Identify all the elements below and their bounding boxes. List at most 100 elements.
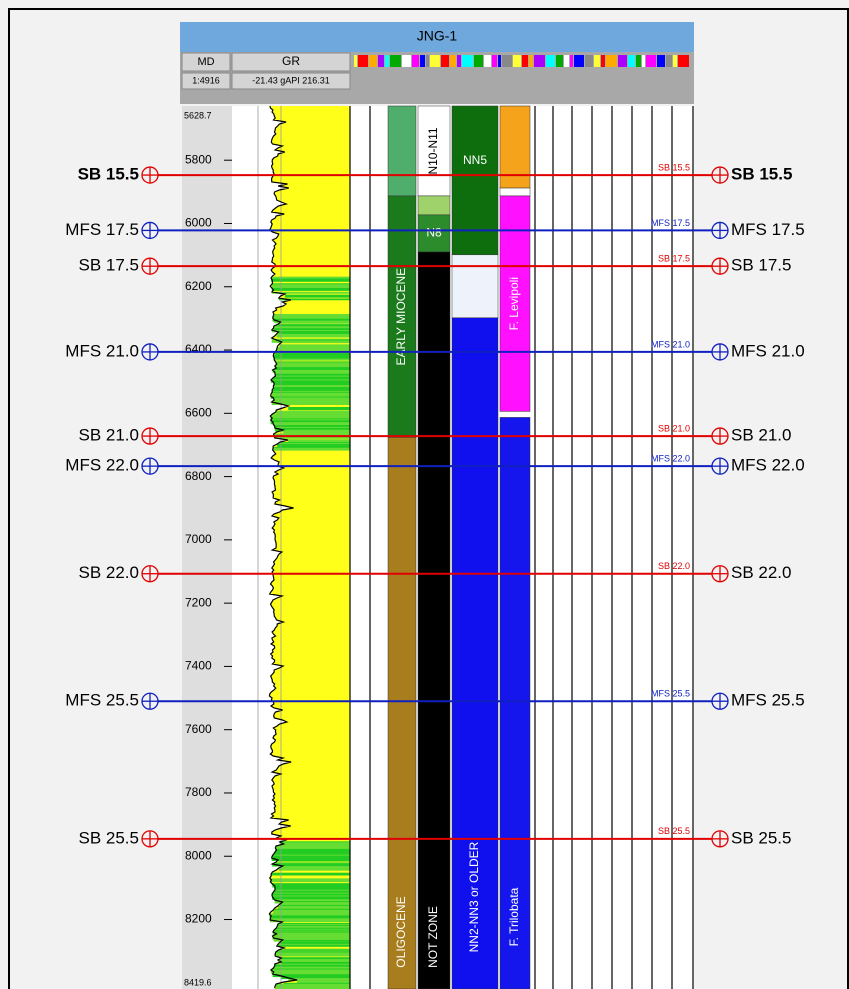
depth-top-label: 5628.7 bbox=[184, 110, 212, 120]
gr-shale-fill bbox=[275, 352, 350, 356]
gr-shale-fill bbox=[272, 863, 350, 867]
gr-shale-fill bbox=[275, 954, 350, 957]
depth-tick-label: 6200 bbox=[185, 279, 212, 293]
gr-shale-fill bbox=[297, 980, 350, 985]
gr-shale-fill bbox=[271, 880, 350, 883]
gr-shale-fill bbox=[273, 433, 350, 437]
zone bbox=[451, 254, 499, 319]
depth-tick-label: 8200 bbox=[185, 912, 212, 926]
gr-shale-fill bbox=[272, 284, 350, 289]
gr-shale-fill bbox=[275, 374, 350, 377]
legend-swatch bbox=[546, 55, 555, 67]
zone bbox=[499, 187, 531, 197]
legend-swatch bbox=[585, 55, 593, 67]
gr-shale-fill bbox=[276, 984, 350, 989]
gr-shale-fill bbox=[273, 313, 350, 318]
gr-shale-fill bbox=[270, 416, 350, 419]
marker-label-right: MFS 22.0 bbox=[731, 456, 805, 475]
gr-shale-fill bbox=[272, 422, 350, 426]
depth-axis: 5628.7 8419.6 5800 6000 6200 6400 6600 6800 7000… bbox=[184, 110, 232, 987]
gr-shale-fill bbox=[271, 278, 350, 282]
gr-shale-fill bbox=[272, 884, 350, 888]
gr-shale-fill bbox=[275, 851, 350, 856]
marker-label-right: SB 25.5 bbox=[731, 828, 792, 847]
legend-swatch bbox=[657, 55, 665, 67]
gr-shale-fill bbox=[269, 913, 350, 918]
gr-shale-fill bbox=[272, 973, 350, 976]
marker-label-track: SB 15.5 bbox=[658, 162, 690, 172]
gr-track bbox=[257, 105, 350, 989]
gr-shale-fill bbox=[273, 355, 350, 359]
zone-label: F. Trilobata bbox=[507, 887, 521, 946]
legend-swatch bbox=[502, 55, 512, 67]
legend-swatch bbox=[606, 55, 617, 67]
marker-label-track: MFS 17.5 bbox=[651, 218, 690, 228]
gr-shale-fill bbox=[275, 887, 350, 892]
track-lines bbox=[349, 106, 694, 989]
marker-label-left: MFS 25.5 bbox=[65, 691, 139, 710]
depth-tick-label: 6800 bbox=[185, 469, 212, 483]
gr-shale-fill bbox=[279, 344, 350, 348]
marker-label-track: MFS 25.5 bbox=[651, 689, 690, 699]
gr-shale-fill bbox=[274, 908, 350, 911]
zone-label: NN5 bbox=[463, 153, 487, 167]
legend-swatch bbox=[354, 55, 357, 67]
zone-label: F. Levipoli bbox=[507, 277, 521, 330]
legend-swatch bbox=[390, 55, 401, 67]
legend-swatch bbox=[618, 55, 627, 67]
legend-swatch bbox=[574, 55, 584, 67]
depth-tick-label: 7200 bbox=[185, 595, 212, 609]
gr-shale-fill bbox=[275, 361, 350, 364]
scale-label: 1:4916 bbox=[192, 75, 220, 85]
gr-shale-fill bbox=[271, 873, 350, 876]
gr-shale-fill bbox=[278, 867, 350, 871]
marker-label-left: SB 25.5 bbox=[79, 828, 140, 847]
gr-shale-fill bbox=[282, 940, 350, 942]
gr-shale-fill bbox=[273, 448, 350, 451]
zone bbox=[451, 317, 499, 989]
legend-swatch bbox=[498, 55, 501, 67]
marker-label-track: SB 25.5 bbox=[658, 826, 690, 836]
zone bbox=[417, 105, 451, 197]
zone-tracks: EARLY MIOCENE OLIGOCENE N10-N11 N8 NOT ZONE N… bbox=[387, 105, 531, 989]
legend-swatch bbox=[628, 55, 635, 67]
gr-shale-fill bbox=[271, 402, 350, 405]
marker-label-right: SB 21.0 bbox=[731, 426, 792, 445]
marker-label-track: MFS 21.0 bbox=[651, 339, 690, 349]
legend-swatch bbox=[601, 55, 605, 67]
gr-shale-fill bbox=[275, 847, 350, 849]
marker-label-left: MFS 21.0 bbox=[65, 341, 139, 360]
zone bbox=[417, 214, 451, 253]
gr-shale-fill bbox=[271, 291, 350, 294]
legend-swatch bbox=[402, 55, 411, 67]
gr-shale-fill bbox=[269, 878, 350, 882]
gr-label: GR bbox=[282, 54, 300, 68]
markers: SB 15.5 SB 15.5 SB 15.5 MFS 17.5 MFS 17.5 MFS… bbox=[65, 162, 805, 848]
legend-swatch bbox=[378, 55, 384, 67]
scale-box bbox=[181, 72, 231, 90]
marker-label-right: MFS 17.5 bbox=[731, 220, 805, 239]
marker-label-right: MFS 25.5 bbox=[731, 691, 805, 710]
legend-swatch bbox=[457, 55, 461, 67]
gr-shale-fill bbox=[273, 897, 350, 900]
well-title: JNG-1 bbox=[417, 28, 458, 44]
marker-label-left: SB 17.5 bbox=[79, 256, 140, 275]
depth-track bbox=[182, 106, 232, 989]
gr-shale-fill bbox=[274, 427, 350, 432]
gr-shale-fill bbox=[276, 334, 350, 338]
gr-shale-fill bbox=[283, 429, 350, 434]
legend-swatch bbox=[529, 55, 533, 67]
legend-swatch bbox=[678, 55, 689, 67]
zone-label: EARLY MIOCENE bbox=[394, 268, 408, 366]
marker-label-track: MFS 22.0 bbox=[651, 454, 690, 464]
zone bbox=[387, 195, 417, 438]
gr-shale-fill bbox=[273, 387, 350, 391]
gr-header bbox=[231, 52, 351, 72]
gr-shale-fill bbox=[288, 406, 350, 411]
legend-swatch bbox=[646, 55, 656, 67]
zone-label: OLIGOCENE bbox=[394, 896, 408, 967]
marker-label-track: SB 22.0 bbox=[658, 561, 690, 571]
gr-shale-fill bbox=[270, 380, 350, 383]
depth-tick-label: 7000 bbox=[185, 532, 212, 546]
marker-label-left: MFS 17.5 bbox=[65, 220, 139, 239]
